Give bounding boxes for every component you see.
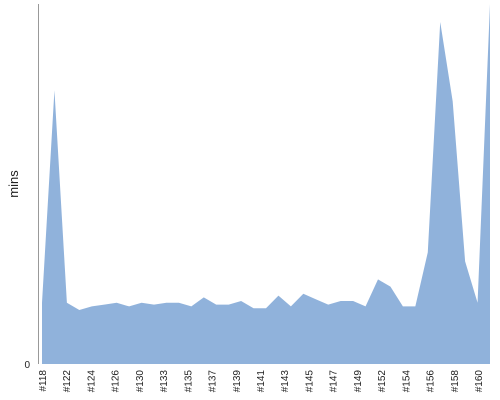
x-tick-label: #160 <box>474 370 485 393</box>
x-tick-label: #149 <box>353 370 364 393</box>
x-tick-label: #118 <box>38 370 49 392</box>
y-axis-label: mins <box>6 170 21 198</box>
x-tick-label: #147 <box>329 370 340 393</box>
x-tick-label: #139 <box>232 370 243 393</box>
x-tick-label: #154 <box>401 370 412 393</box>
x-tick-label: #156 <box>426 370 437 393</box>
x-tick-label: #122 <box>62 370 73 393</box>
plot-area <box>42 4 490 364</box>
x-tick-label: #145 <box>304 370 315 393</box>
x-tick-label: #124 <box>86 370 97 393</box>
x-tick-label: #135 <box>183 370 194 393</box>
x-tick-label: #141 <box>256 370 267 393</box>
x-tick-label: #137 <box>208 370 219 393</box>
x-tick-label: #130 <box>135 370 146 393</box>
x-tick-label: #133 <box>159 370 170 393</box>
y-tick-label: 0 <box>24 360 30 371</box>
x-axis-ticks: #118 #122 #124 #126 #130 #133 #135 #137 #139 #141… <box>38 370 485 393</box>
series-area <box>42 4 490 364</box>
x-tick-label: #158 <box>450 370 461 393</box>
x-tick-label: #152 <box>377 370 388 393</box>
x-tick-label: #126 <box>111 370 122 393</box>
x-tick-label: #143 <box>280 370 291 393</box>
